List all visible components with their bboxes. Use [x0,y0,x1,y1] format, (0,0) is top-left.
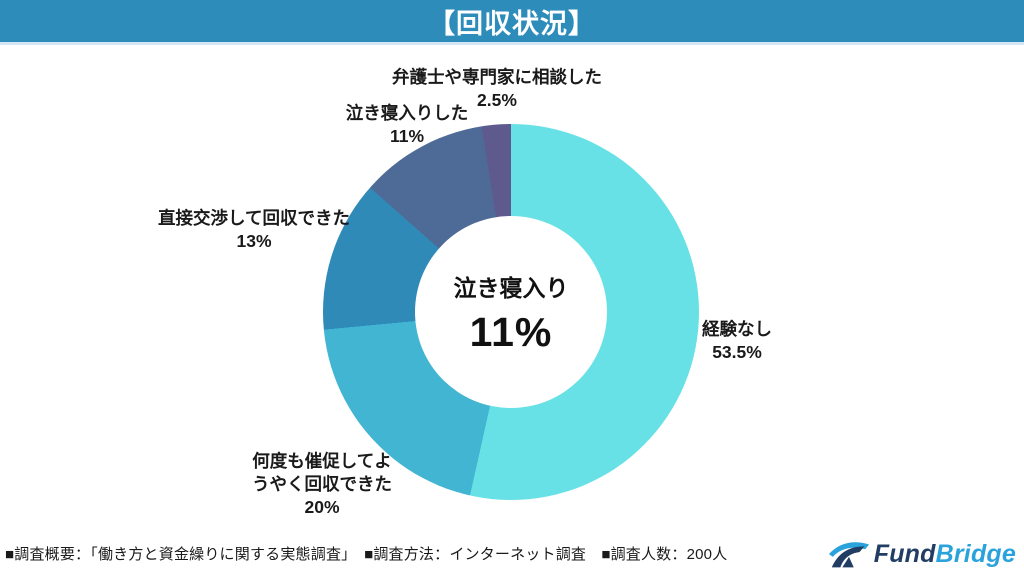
label-direct-negotiation-pct: 13% [236,230,272,251]
fundbridge-wordmark: FundBridge [874,540,1016,569]
label-gave-up-pct: 11% [389,125,425,146]
label-gave-up: 泣き寝入りした 11% [346,102,469,148]
label-gave-up-text: 泣き寝入りした [345,103,469,123]
label-direct-negotiation: 直接交渉して回収できた 13% [158,207,350,253]
label-repeated-reminders-line2: うやく回収できた [252,473,392,494]
label-repeated-reminders: 何度も催促してよ うやく回収できた 20% [249,450,395,518]
label-no-experience: 経験なし 53.5% [702,318,772,364]
center-label: 泣き寝入り [453,274,569,301]
header-bar: 【回収状況】 [0,0,1024,45]
survey-note: ■調査概要：「働き方と資金繰りに関する実態調査」 ■調査方法：インターネット調査… [5,546,728,563]
label-consulted-lawyer-text: 弁護士や専門家に相談した [392,67,602,87]
label-consulted-lawyer-pct: 2.5% [477,89,517,110]
label-no-experience-pct: 53.5% [712,341,762,362]
label-direct-negotiation-text: 直接交渉して回収できた [158,208,350,228]
label-repeated-reminders-line1: 何度も催促してよ [252,451,392,471]
label-no-experience-text: 経験なし [702,319,772,339]
fundbridge-logo-icon [828,542,869,568]
donut-center: 泣き寝入り 11% [415,216,607,408]
label-repeated-reminders-pct: 20% [304,496,340,517]
page-title: 【回収状況】 [428,8,596,39]
logo-text-fund: Fund [873,539,936,568]
center-value: 11% [469,308,553,355]
fundbridge-logo: FundBridge [828,536,1016,572]
donut-chart: 泣き寝入り 11% [323,124,699,500]
logo-text-bridge: Bridge [935,539,1016,568]
label-consulted-lawyer: 弁護士や専門家に相談した 2.5% [392,66,602,112]
